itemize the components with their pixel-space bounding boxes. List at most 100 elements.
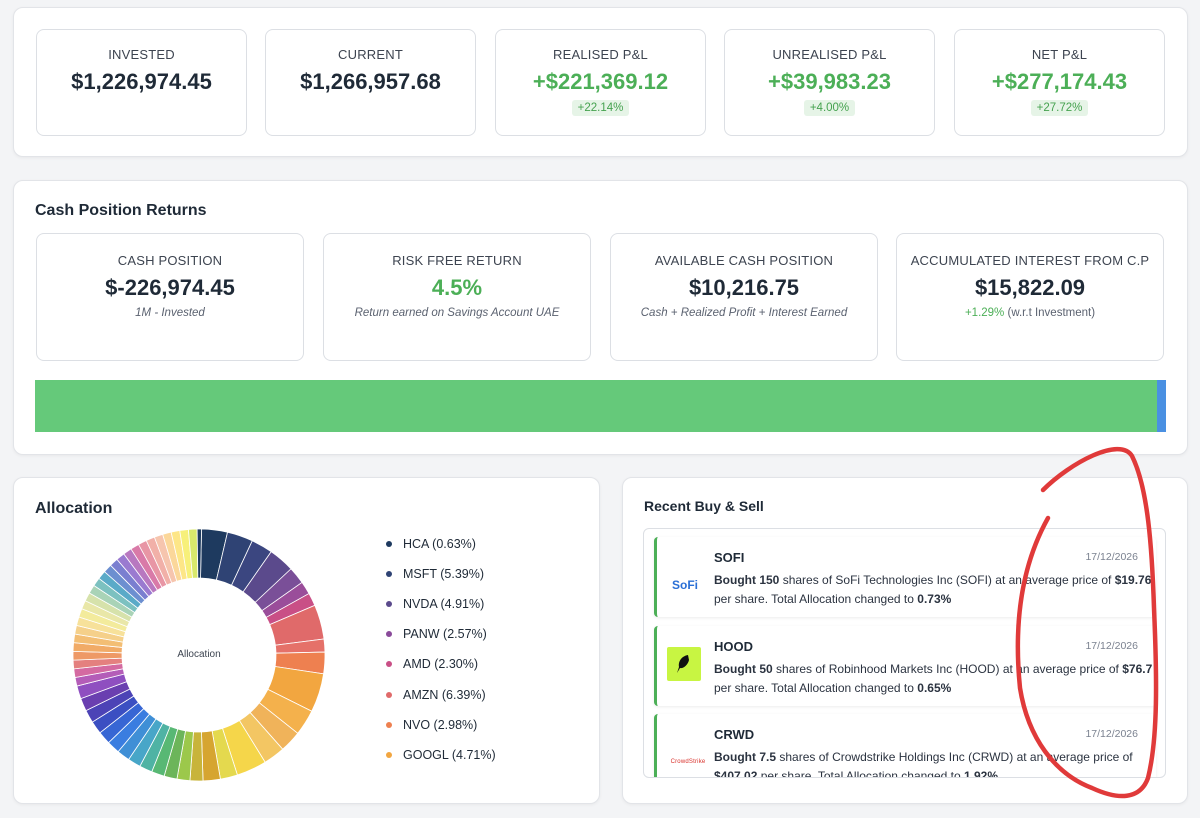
average-price-text: at an average price of — [1016, 750, 1133, 764]
summary-label: NET P&L — [1031, 47, 1088, 62]
summary-value: +$221,369.12 — [532, 69, 669, 94]
summary-card: CURRENT $1,266,957.68 — [265, 29, 476, 136]
legend-dot-icon — [386, 541, 392, 547]
summary-label: CURRENT — [338, 47, 403, 62]
legend-dot-icon — [386, 661, 392, 668]
sofi-logo-text: SoFi — [672, 578, 698, 592]
cash-card: RISK FREE RETURN 4.5% Return earned on Sav… — [323, 233, 591, 361]
cash-card-value: $-226,974.45 — [105, 275, 235, 300]
percent-badge: +27.72% — [1030, 100, 1089, 116]
shares-of-text: shares of — [782, 573, 833, 587]
legend-dot-icon — [386, 751, 392, 758]
allocation-title: Allocation — [35, 500, 113, 517]
cash-card-value: 4.5% — [431, 275, 483, 300]
legend-item[interactable]: NVDA (4.91%) — [386, 597, 484, 611]
crwd-logo: CrowdStrike — [667, 744, 709, 777]
legend-item[interactable]: GOOGL (4.71%) — [386, 748, 496, 762]
shares-of-text: shares of — [776, 662, 826, 676]
allocation-value: 1.92% — [964, 768, 999, 778]
allocation-text: per share. Total Allocation changed to — [714, 680, 914, 695]
activity-ticker: CRWD — [714, 727, 755, 742]
cash-card-label: ACCUMULATED INTEREST FROM C.P — [910, 253, 1150, 268]
legend-label: AMD (2.30%) — [403, 657, 479, 672]
bought-label: Bought — [714, 750, 756, 764]
interest-percent: +1.29% — [964, 307, 1005, 319]
recent-activity-list[interactable]: SoFi SOFI 17/12/2026 Bought 150 shares of S… — [643, 528, 1166, 778]
allocation-text: per share. Total Allocation changed to — [760, 768, 961, 778]
recent-title: Recent Buy & Sell — [644, 498, 764, 514]
legend-label: NVO (2.98%) — [403, 717, 478, 732]
feather-icon — [677, 655, 689, 673]
company-name: SoFi Technologies Inc (SOFI) — [835, 573, 992, 587]
cash-card: CASH POSITION $-226,974.45 1M - Invested — [36, 233, 304, 361]
quantity: 150 — [759, 573, 780, 587]
cash-card: ACCUMULATED INTEREST FROM C.P $15,822.09 +… — [896, 233, 1164, 361]
legend-dot-icon — [386, 691, 392, 698]
legend-label: HCA (0.63%) — [403, 537, 476, 551]
cash-card-label: AVAILABLE CASH POSITION — [654, 253, 834, 268]
cash-card-subtext: Cash + Realized Profit + Interest Earned — [640, 307, 848, 319]
summary-value: $1,266,957.68 — [300, 69, 441, 94]
donut-slice[interactable] — [196, 528, 202, 579]
legend-item[interactable]: HCA (0.63%) — [386, 537, 476, 551]
activity-ticker: SOFI — [714, 550, 745, 565]
allocation-value: 0.65% — [917, 680, 952, 695]
cash-card-label: CASH POSITION — [117, 253, 223, 268]
crowdstrike-logo-text: CrowdStrike — [670, 759, 706, 765]
legend-item[interactable]: MSFT (5.39%) — [386, 567, 484, 581]
summary-card: NET P&L +$277,174.43 +27.72% — [954, 29, 1165, 136]
allocation-text: per share. Total Allocation changed to — [714, 591, 914, 606]
hood-logo — [667, 647, 701, 681]
legend-label: GOOGL (4.71%) — [403, 747, 496, 762]
average-price-text: at an average price of — [1002, 662, 1119, 676]
price: $19.76 — [1114, 573, 1152, 587]
cash-allocation-bar — [35, 380, 1166, 432]
legend-item[interactable]: PANW (2.57%) — [386, 627, 487, 641]
bought-label: Bought — [714, 662, 756, 676]
legend-item[interactable]: NVO (2.98%) — [386, 718, 477, 732]
cash-card-subtext: Return earned on Savings Account UAE — [354, 307, 560, 319]
activity-item[interactable]: SoFi SOFI 17/12/2026 Bought 150 shares of S… — [654, 537, 1156, 617]
legend-item[interactable]: AMD (2.30%) — [386, 657, 478, 671]
summary-card: UNREALISED P&L +$39,983.23 +4.00% — [724, 29, 935, 136]
activity-item[interactable]: CrowdStrike CRWD 17/12/2026 Bought 7.5 shar… — [654, 714, 1156, 778]
cash-card: AVAILABLE CASH POSITION $10,216.75 Cash + … — [610, 233, 878, 361]
cash-card-subtext: 1M - Invested — [135, 307, 205, 319]
company-name: Robinhood Markets Inc (HOOD) — [828, 662, 1000, 676]
company-name: Crowdstrike Holdings Inc (CRWD) — [832, 750, 1014, 764]
activity-date: 17/12/2026 — [1085, 551, 1138, 563]
cash-card-value: $15,822.09 — [974, 275, 1086, 300]
quantity: 50 — [759, 662, 773, 676]
legend-item[interactable]: AMZN (6.39%) — [386, 688, 486, 702]
summary-label: INVESTED — [108, 47, 175, 62]
legend-label: NVDA (4.91%) — [403, 597, 485, 612]
donut-center-label: Allocation — [177, 649, 221, 660]
price: $407.02 — [714, 768, 758, 778]
bought-label: Bought — [714, 573, 756, 587]
cash-card-subtext: +1.29% (w.r.t Investment) — [897, 307, 1163, 319]
activity-ticker: HOOD — [714, 639, 753, 654]
activity-description: Bought 7.5 shares of Crowdstrike Holding… — [714, 748, 1154, 778]
percent-badge: +4.00% — [803, 100, 856, 116]
sofi-logo: SoFi — [667, 567, 703, 603]
activity-description: Bought 150 shares of SoFi Technologies I… — [714, 571, 1154, 608]
legend-dot-icon — [386, 601, 392, 608]
available-cash-segment — [1156, 380, 1166, 432]
cash-card-label: RISK FREE RETURN — [392, 253, 522, 268]
summary-value: $1,226,974.45 — [71, 69, 212, 94]
quantity: 7.5 — [759, 750, 777, 764]
allocation-donut-chart[interactable] — [72, 528, 326, 782]
legend-dot-icon — [386, 571, 392, 578]
summary-value: +$39,983.23 — [768, 69, 891, 94]
average-price-text: at an average price of — [995, 573, 1112, 587]
summary-label: UNREALISED P&L — [772, 47, 887, 62]
summary-card: INVESTED $1,226,974.45 — [36, 29, 247, 136]
activity-item[interactable]: HOOD 17/12/2026 Bought 50 shares of Robinh… — [654, 626, 1156, 706]
shares-of-text: shares of — [779, 750, 829, 764]
summary-label: REALISED P&L — [553, 47, 648, 62]
legend-dot-icon — [386, 631, 392, 638]
legend-dot-icon — [386, 721, 392, 728]
price: $76.7 — [1122, 662, 1153, 676]
legend-label: AMZN (6.39%) — [403, 687, 486, 702]
activity-date: 17/12/2026 — [1085, 728, 1138, 740]
